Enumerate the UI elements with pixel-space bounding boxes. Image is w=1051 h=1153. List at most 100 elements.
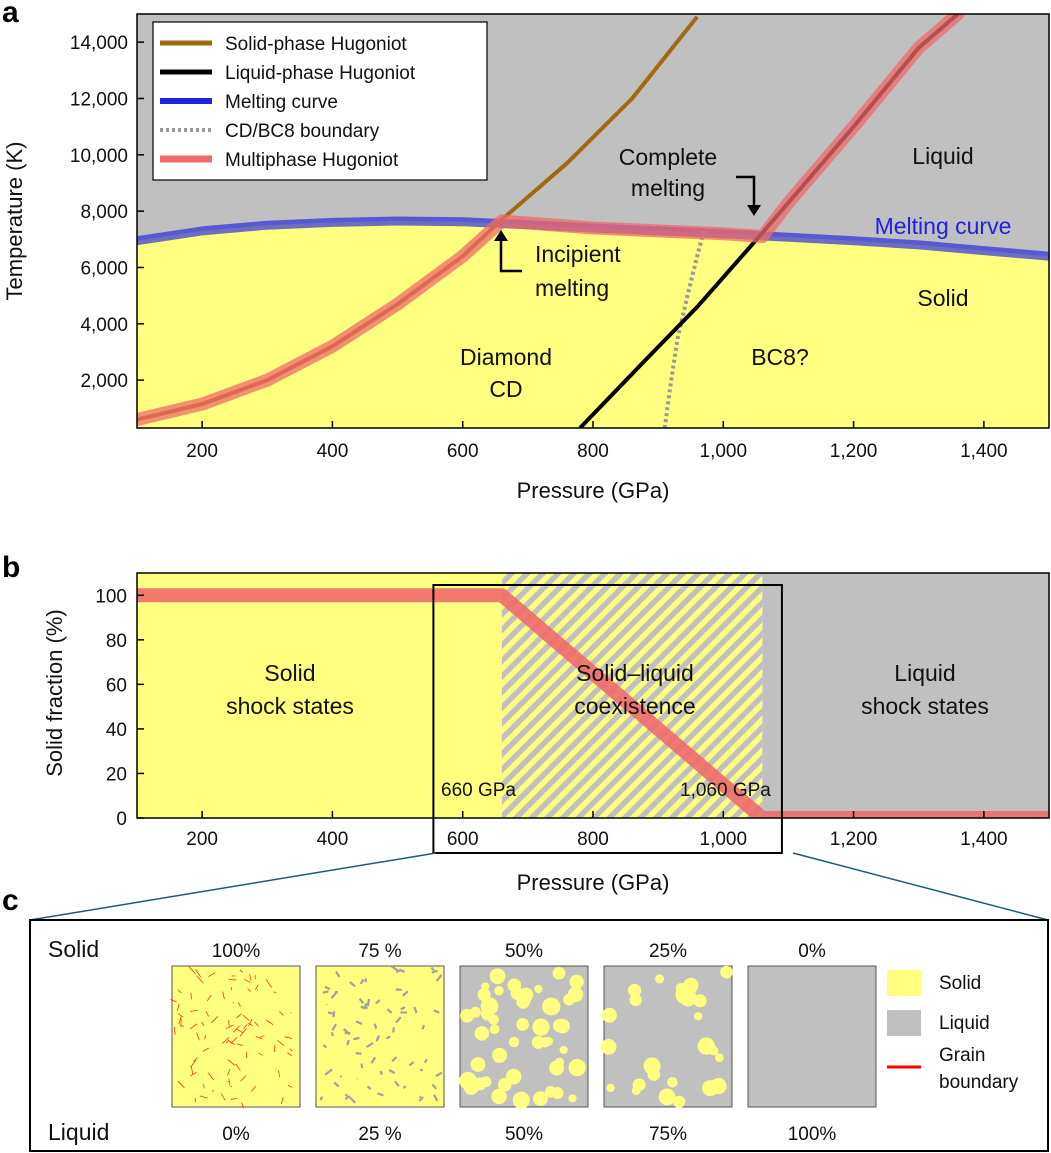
liquid-film xyxy=(431,969,438,974)
grain-boundary xyxy=(259,1035,265,1038)
grain-boundary xyxy=(230,1037,238,1044)
solid-grain xyxy=(512,1091,530,1109)
solid-grain xyxy=(720,965,733,979)
solid-grain xyxy=(628,983,642,997)
liquid-film xyxy=(402,1085,407,1089)
grain-boundary xyxy=(180,1024,184,1028)
panel-a-xtick-label: 1,200 xyxy=(830,441,878,462)
complete-arrowhead xyxy=(747,205,761,216)
liquid-film xyxy=(408,1061,415,1067)
grain-boundary xyxy=(227,1080,229,1083)
grain-boundary xyxy=(228,1078,231,1086)
grain-boundary xyxy=(255,1035,263,1040)
panel-b-xtick-label: 1,000 xyxy=(700,829,748,850)
solid-fraction-label: 100% xyxy=(212,941,261,962)
grain-boundary xyxy=(190,1059,197,1068)
panel-a-ytick-label: 10,000 xyxy=(70,146,128,167)
liquid-film xyxy=(433,1009,440,1014)
panel-a-xtick-label: 1,000 xyxy=(700,441,748,462)
panel-b-ytick-label: 0 xyxy=(116,809,127,830)
grain-boundary xyxy=(222,991,225,1000)
grain-boundary xyxy=(287,1052,293,1057)
liquid-film xyxy=(391,965,400,972)
solid-shock-label-1: Solid xyxy=(264,660,315,686)
grain-boundary xyxy=(173,1026,176,1035)
panel-b-label: b xyxy=(2,551,20,584)
grain-boundary xyxy=(277,1040,285,1047)
grain-boundary xyxy=(240,1075,247,1082)
panel-b-xtick-label: 200 xyxy=(186,829,218,850)
panel-a-ticks: 200 400 600 800 1,000 1,200 1,400 2,000 4,000 6,0… xyxy=(70,33,1008,462)
liquid-film xyxy=(398,968,406,973)
row-label-solid: Solid xyxy=(48,936,99,962)
grain-boundary xyxy=(236,1043,243,1046)
panel-a-ytick-label: 6,000 xyxy=(80,258,128,279)
solid-fraction-label: 50% xyxy=(505,941,543,962)
liquid-film xyxy=(347,1095,357,1104)
liquid-film xyxy=(421,1024,426,1030)
microstructure-box xyxy=(315,965,445,1108)
solid-grain xyxy=(672,1095,686,1109)
liquid-film xyxy=(402,990,409,997)
grain-boundary xyxy=(280,1096,284,1105)
solid-grain xyxy=(600,1038,617,1055)
grain-boundary xyxy=(177,989,182,994)
solid-grain xyxy=(489,1024,500,1035)
panel-a-xlabel: Pressure (GPa) xyxy=(517,478,670,503)
panel-a-series xyxy=(137,14,1049,428)
microstructure-4: 0% 100% xyxy=(747,941,877,1145)
grain-boundary xyxy=(273,1044,276,1052)
panel-a-ytick-label: 2,000 xyxy=(80,371,128,392)
panel-a-xtick-label: 600 xyxy=(447,441,479,462)
liquid-film xyxy=(423,1058,428,1064)
grain-boundary xyxy=(278,1070,281,1078)
solid-grain xyxy=(702,1080,719,1097)
solid-grain xyxy=(470,1006,481,1018)
panel-a-ytick-label: 4,000 xyxy=(80,315,128,336)
grain-boundary xyxy=(178,1013,184,1018)
complete-arrow xyxy=(736,175,756,212)
legend-label-melting-curve: Melting curve xyxy=(225,92,338,113)
panel-a-ytick-label: 12,000 xyxy=(70,89,128,110)
region-bc8-label: BC8? xyxy=(751,344,809,370)
grain-boundary xyxy=(287,1084,293,1088)
liquid-film xyxy=(362,1002,368,1010)
panel-b-ylabel: Solid fraction (%) xyxy=(42,609,67,777)
solid-grain xyxy=(532,1018,550,1036)
incipient-arrow xyxy=(499,232,522,273)
grain-boundary xyxy=(255,984,259,990)
liquid-film xyxy=(385,1035,391,1040)
solid-grain xyxy=(533,1091,548,1107)
solid-grain xyxy=(559,1045,568,1055)
solid-grain xyxy=(480,1007,495,1021)
grain-boundary xyxy=(241,1102,245,1109)
grain-boundary xyxy=(205,1010,210,1017)
liquid-film xyxy=(330,992,337,999)
solid-grain xyxy=(631,1086,641,1096)
microstructure-1: 75 % 25 % xyxy=(315,941,445,1145)
solid-fraction-line xyxy=(137,588,1049,818)
grain-boundary xyxy=(210,1015,219,1024)
grain-boundary xyxy=(243,978,251,983)
panel-b-xtick-label: 1,400 xyxy=(960,829,1008,850)
legend-label-liquid-hugoniot: Liquid-phase Hugoniot xyxy=(225,63,416,84)
grain-boundary xyxy=(225,1024,234,1030)
solid-grain xyxy=(679,988,698,1007)
solid-grain xyxy=(480,1076,492,1088)
microstructure-box xyxy=(171,965,301,1108)
solid-grain xyxy=(470,1057,486,1072)
liquid-film xyxy=(432,1094,439,1102)
solid-grain xyxy=(542,997,560,1016)
region-diamond-label: Diamond xyxy=(460,344,552,370)
solid-grain xyxy=(643,1057,661,1075)
liquid-film xyxy=(386,1008,393,1014)
solid-grain xyxy=(489,968,506,985)
liquid-film xyxy=(322,1044,328,1049)
grain-boundary xyxy=(196,1032,200,1041)
liquid-film xyxy=(413,1006,418,1014)
zoom-box xyxy=(432,584,783,854)
grain-boundary xyxy=(258,1052,263,1056)
panel-a-ytick-label: 14,000 xyxy=(70,33,128,54)
liquid-film xyxy=(358,997,365,1005)
liquid-film xyxy=(391,1056,398,1062)
